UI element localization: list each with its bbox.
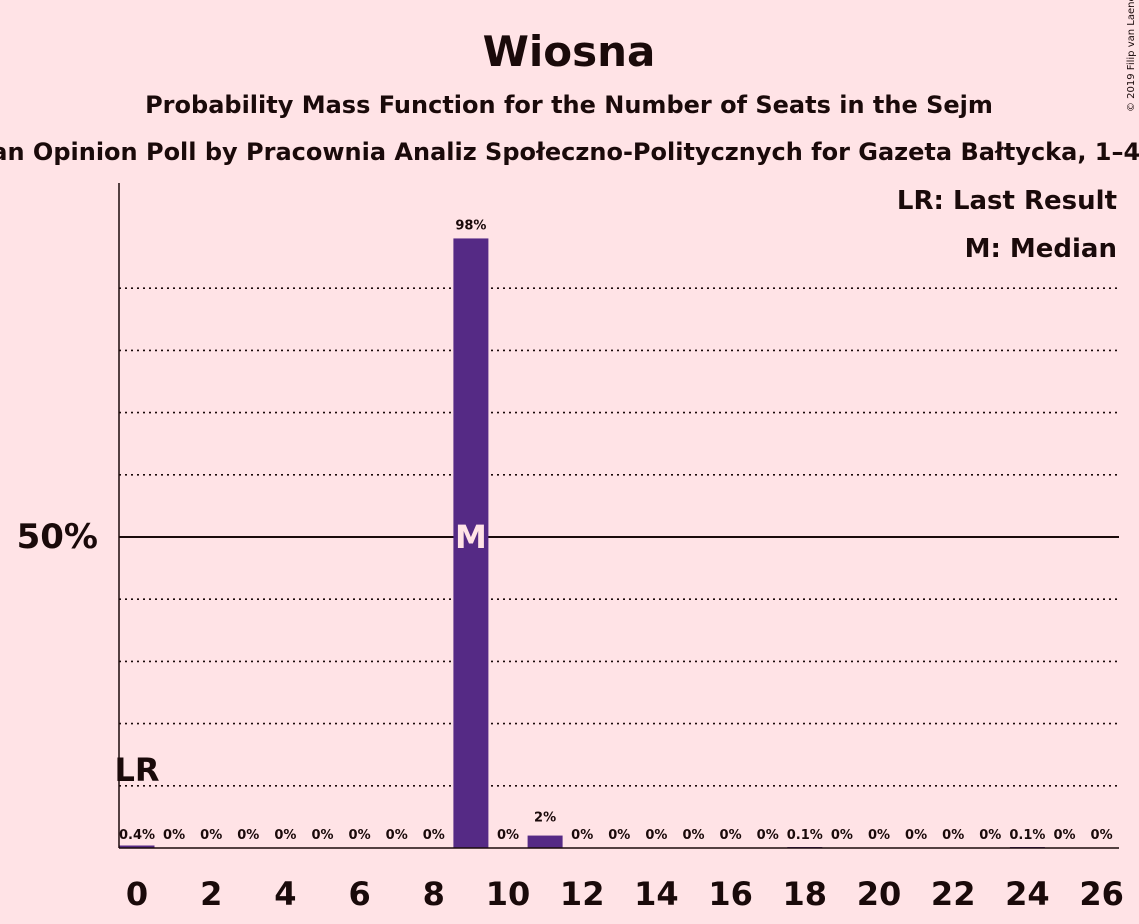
bar-label: 2% (534, 811, 556, 826)
bar-label: 0% (1091, 828, 1113, 843)
x-tick-label: 12 (560, 875, 605, 913)
x-tick-label: 16 (708, 875, 753, 913)
bar-label: 0.1% (787, 828, 823, 843)
bar-label: 0% (757, 828, 779, 843)
bar-labels: 0.4% 0% 0% 0% 0% 0% 0% 0% 0% 98% 0% 2% 0% 0% 0% 0% 0% 0% 0… (114, 218, 1112, 843)
gridlines (119, 287, 1119, 787)
bar-label: 0% (497, 828, 519, 843)
median-marker: M (455, 518, 487, 556)
bar (453, 238, 489, 848)
bar-label: 0% (831, 828, 853, 843)
bar-label: 0.1% (1009, 828, 1045, 843)
bar-label: 98% (455, 218, 486, 233)
x-tick-label: 6 (348, 875, 370, 913)
bar-label: 0% (979, 828, 1001, 843)
bar-label: 0% (645, 828, 667, 843)
x-tick-label: 26 (1079, 875, 1124, 913)
bar-label: 0% (868, 828, 890, 843)
bar-label: 0% (274, 828, 296, 843)
x-tick-label: 10 (486, 875, 531, 913)
chart-title: Wiosna (483, 27, 656, 76)
legend-last-result: LR: Last Result (897, 186, 1117, 216)
bar-label: 0% (200, 828, 222, 843)
bar-label: 0% (386, 828, 408, 843)
last-result-marker: LR (114, 751, 159, 789)
bar-label: 0% (720, 828, 742, 843)
bar-label: 0% (608, 828, 630, 843)
bar-label: 0% (163, 828, 185, 843)
bar-label: 0% (1053, 828, 1075, 843)
x-tick-label: 0 (126, 875, 148, 913)
bar-label: 0% (682, 828, 704, 843)
x-tick-label: 22 (931, 875, 976, 913)
x-tick-label: 2 (200, 875, 222, 913)
bar-label: 0% (905, 828, 927, 843)
bar-label: 0% (423, 828, 445, 843)
x-tick-label: 14 (634, 875, 679, 913)
chart-subtitle: Probability Mass Function for the Number… (145, 91, 993, 119)
x-tick-labels: 0 2 4 6 8 10 12 14 16 18 20 22 24 26 (126, 875, 1124, 913)
x-tick-label: 8 (423, 875, 445, 913)
bar-label: 0% (349, 828, 371, 843)
chart-source-line: on an Opinion Poll by Pracownia Analiz S… (0, 138, 1139, 166)
bars (119, 238, 1045, 848)
bar-label: 0% (237, 828, 259, 843)
x-tick-label: 4 (274, 875, 296, 913)
legend-median: M: Median (965, 234, 1117, 264)
x-tick-label: 18 (783, 875, 828, 913)
bar-label: 0% (942, 828, 964, 843)
x-tick-label: 20 (857, 875, 902, 913)
x-tick-label: 24 (1005, 875, 1050, 913)
copyright-text: © 2019 Filip van Laenen (1126, 0, 1137, 112)
y-tick-label-50: 50% (17, 517, 98, 557)
bar (527, 835, 563, 848)
bar-label: 0% (311, 828, 333, 843)
bar-label: 0.4% (119, 828, 155, 843)
bar (119, 845, 155, 848)
bar-label: 0% (571, 828, 593, 843)
